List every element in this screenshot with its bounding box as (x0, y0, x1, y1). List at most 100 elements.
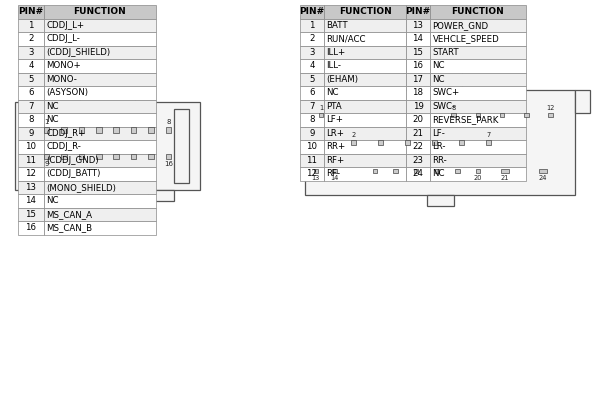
Bar (414, 169, 418, 173)
Text: FUNCTION: FUNCTION (338, 7, 391, 16)
Text: LR-: LR- (433, 142, 446, 151)
Bar (406, 5, 430, 19)
Bar (131, 128, 136, 133)
Text: FUNCTION: FUNCTION (74, 7, 127, 16)
Bar (79, 128, 84, 133)
Bar (61, 154, 67, 159)
Bar (539, 169, 547, 173)
Bar (44, 167, 156, 181)
Bar (300, 100, 324, 113)
Bar (406, 59, 430, 73)
Text: 22: 22 (413, 142, 424, 151)
Text: MS_CAN_A: MS_CAN_A (47, 210, 92, 219)
Bar (148, 154, 154, 159)
Bar (300, 140, 324, 154)
Text: PIN#: PIN# (19, 7, 44, 16)
Text: 17: 17 (413, 75, 424, 84)
Text: 3: 3 (28, 48, 34, 57)
Bar (300, 73, 324, 86)
Bar (324, 73, 406, 86)
Bar (113, 128, 119, 133)
Bar (300, 86, 324, 100)
Text: NC: NC (433, 169, 445, 178)
Text: 14: 14 (413, 34, 424, 43)
Bar (406, 73, 430, 86)
Text: POWER_GND: POWER_GND (433, 21, 488, 30)
Bar (44, 128, 49, 133)
Bar (79, 154, 84, 159)
Text: 16: 16 (164, 161, 173, 167)
Text: ILL-: ILL- (326, 61, 341, 70)
Text: 16: 16 (25, 223, 37, 232)
Text: NC: NC (47, 196, 59, 205)
Bar (300, 5, 324, 19)
Bar (18, 86, 44, 100)
Bar (430, 100, 526, 113)
Text: BATT: BATT (326, 21, 348, 30)
Text: 11: 11 (307, 156, 317, 165)
Text: 12: 12 (307, 169, 317, 178)
Text: 13: 13 (311, 175, 320, 181)
Bar (406, 126, 430, 140)
Bar (44, 181, 156, 194)
Bar (18, 113, 44, 126)
Text: NC: NC (47, 102, 59, 111)
Text: 21: 21 (500, 175, 509, 181)
Bar (41, 190, 67, 201)
Bar (319, 113, 323, 117)
Text: 9: 9 (28, 129, 34, 138)
Text: 8: 8 (309, 115, 315, 124)
Text: 3: 3 (309, 48, 315, 57)
Text: 10: 10 (25, 142, 37, 151)
Bar (44, 113, 156, 126)
Bar (300, 154, 324, 167)
Text: 14: 14 (331, 175, 339, 181)
Bar (300, 45, 324, 59)
Text: 1: 1 (44, 119, 49, 125)
Bar (373, 169, 377, 173)
Bar (332, 169, 337, 173)
Bar (406, 45, 430, 59)
Text: LF-: LF- (433, 129, 445, 138)
Bar (44, 59, 156, 73)
Text: CDDJ_R+: CDDJ_R+ (47, 129, 86, 138)
Bar (430, 32, 526, 45)
Bar (430, 126, 526, 140)
Text: 15: 15 (413, 48, 424, 57)
Text: (CDDJ_SHIELD): (CDDJ_SHIELD) (47, 48, 110, 57)
Bar (430, 73, 526, 86)
Text: 2: 2 (28, 34, 34, 43)
Text: 2: 2 (309, 34, 315, 43)
Text: 1: 1 (319, 105, 323, 111)
Bar (324, 86, 406, 100)
Bar (18, 167, 44, 181)
Bar (352, 140, 356, 145)
Text: NC: NC (326, 88, 339, 97)
Text: VEHCLE_SPEED: VEHCLE_SPEED (433, 34, 499, 43)
Bar (15, 102, 200, 190)
Bar (430, 59, 526, 73)
Bar (300, 126, 324, 140)
Bar (433, 140, 437, 145)
Bar (430, 113, 526, 126)
Text: 7: 7 (309, 102, 315, 111)
Text: START: START (433, 48, 459, 57)
Text: 13: 13 (413, 21, 424, 30)
Text: REVERSE_PARK: REVERSE_PARK (433, 115, 499, 124)
Text: 20: 20 (473, 175, 482, 181)
Bar (394, 169, 398, 173)
Text: FUNCTION: FUNCTION (452, 7, 505, 16)
Bar (300, 32, 324, 45)
Bar (44, 86, 156, 100)
Text: 13: 13 (25, 183, 37, 192)
Text: 8: 8 (166, 119, 171, 125)
Text: 5: 5 (309, 75, 315, 84)
Text: 1: 1 (28, 21, 34, 30)
Bar (407, 69, 461, 90)
Bar (44, 32, 156, 45)
Bar (324, 45, 406, 59)
Bar (430, 45, 526, 59)
Bar (324, 140, 406, 154)
Bar (406, 167, 430, 181)
Text: LR+: LR+ (326, 129, 344, 138)
